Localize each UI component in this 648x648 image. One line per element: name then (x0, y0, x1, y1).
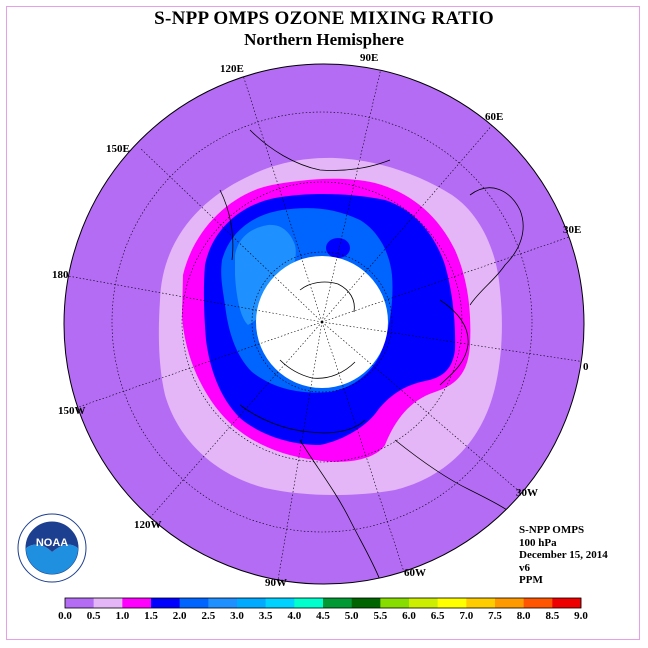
colorbar-border (64, 597, 582, 609)
colorbar-tick-label: 3.0 (230, 610, 244, 622)
longitude-labels: 90E 60E 30E 0 30W 60W 90W 120W 150W 180 … (52, 52, 589, 589)
colorbar-swatch (208, 598, 238, 608)
colorbar-swatch (65, 598, 94, 608)
colorbar-swatch (523, 598, 553, 608)
colorbar-swatch (495, 598, 524, 608)
colorbar-swatch (151, 598, 180, 608)
lon-label-60e: 60E (485, 111, 503, 123)
lon-label-150w: 150W (58, 405, 86, 417)
info-level: 100 hPa (519, 536, 557, 549)
colorbar-tick-label: 7.5 (488, 610, 502, 622)
parallels (111, 111, 533, 533)
lon-label-120w: 120W (134, 519, 162, 531)
colorbar-swatch (122, 598, 152, 608)
svg-text:NOAA: NOAA (36, 537, 68, 549)
lon-label-90w: 90W (265, 577, 287, 589)
colorbar-ticks: 0.0 0.5 1.0 1.5 2.0 2.5 3.0 3.5 4.0 4.5 5.0 5.5 6.0 6… (58, 610, 588, 622)
colorbar-tick-label: 1.0 (115, 610, 129, 622)
colorbar-tick-label: 1.5 (144, 610, 158, 622)
colorbar-tick-label: 2.0 (173, 610, 187, 622)
colorbar-swatch (351, 598, 381, 608)
colorbar-tick-label: 7.0 (459, 610, 473, 622)
map-border (63, 63, 585, 585)
lon-label-60w: 60W (404, 567, 426, 579)
colorbar-swatch (179, 598, 209, 608)
colorbar-tick-label: 2.5 (201, 610, 215, 622)
colorbar-tick-label: 5.5 (373, 610, 387, 622)
colorbar-tick-label: 8.5 (545, 610, 559, 622)
colorbar-tick-label: 3.5 (259, 610, 273, 622)
lon-label-30e: 30E (563, 224, 581, 236)
info-date: December 15, 2014 (519, 549, 608, 561)
band-2-5-3-0 (235, 224, 296, 325)
colorbar-swatch (380, 598, 410, 608)
colorbar-swatch (466, 598, 496, 608)
colorbar-swatch (237, 598, 266, 608)
colorbar (65, 598, 582, 608)
colorbar-swatch (323, 598, 352, 608)
plot-frame (6, 6, 640, 640)
colorbar-swatch (93, 598, 123, 608)
meridians (67, 64, 584, 581)
colorbar-tick-label: 6.0 (402, 610, 416, 622)
lon-label-30w: 30W (516, 487, 538, 499)
lon-label-0: 0 (583, 361, 589, 373)
blue-patch (326, 238, 350, 258)
lon-label-150e: 150E (106, 143, 130, 155)
colorbar-tick-label: 4.5 (316, 610, 330, 622)
info-block: S-NPP OMPS 100 hPa December 15, 2014 v6 … (519, 524, 608, 587)
colorbar-swatch (265, 598, 295, 608)
info-version: v6 (519, 561, 530, 574)
noaa-logo: NOAA (17, 513, 87, 583)
lon-label-120e: 120E (220, 63, 244, 75)
colorbar-swatch (437, 598, 467, 608)
colorbar-tick-label: 0.0 (58, 610, 72, 622)
page-subtitle: Northern Hemisphere (244, 30, 404, 49)
colorbar-tick-label: 6.5 (431, 610, 445, 622)
colorbar-tick-label: 0.5 (87, 610, 101, 622)
page-title: S-NPP OMPS OZONE MIXING RATIO (154, 8, 494, 29)
colorbar-swatch (552, 598, 582, 608)
info-units: PPM (519, 574, 543, 586)
lon-label-180: 180 (52, 269, 69, 281)
colorbar-tick-label: 9.0 (574, 610, 588, 622)
colorbar-tick-label: 8.0 (517, 610, 531, 622)
colorbar-swatch (409, 598, 438, 608)
colorbar-tick-label: 5.0 (345, 610, 359, 622)
colorbar-tick-label: 4.0 (287, 610, 301, 622)
colorbar-swatch (294, 598, 324, 608)
lon-label-90e: 90E (360, 52, 378, 64)
info-instrument: S-NPP OMPS (519, 524, 585, 536)
